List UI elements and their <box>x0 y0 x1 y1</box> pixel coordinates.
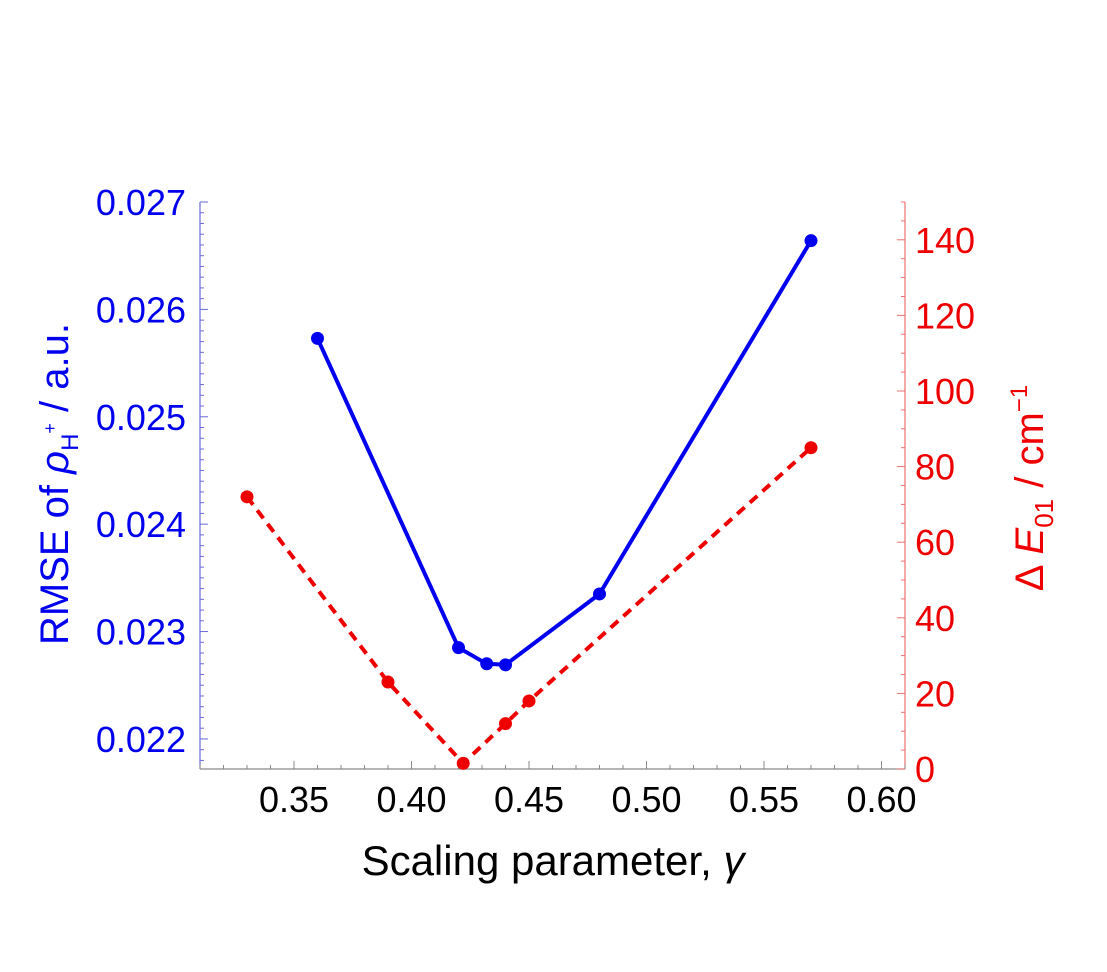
y-right-label-sup: −1 <box>1006 385 1033 412</box>
y-right-tick-label: 0 <box>915 749 935 790</box>
x-tick-label: 0.40 <box>376 779 446 820</box>
series-layer <box>240 234 818 770</box>
series-right-line <box>245 446 813 766</box>
series-left-point <box>593 587 606 601</box>
series-left-point <box>804 234 818 248</box>
x-tick-label: 0.35 <box>259 779 329 820</box>
y-left-label-sup: + <box>40 423 60 434</box>
series-right-point <box>240 490 254 504</box>
y-right-tick-label: 120 <box>915 295 975 336</box>
x-tick-label: 0.60 <box>846 779 916 820</box>
series-left-point <box>311 331 324 345</box>
series-left-line <box>315 239 813 667</box>
y-right-label-sub: 01 <box>1029 499 1059 528</box>
y-left-tick-label: 0.026 <box>96 289 186 330</box>
y-left-label-sym: ρ <box>33 451 77 475</box>
x-tick-label: 0.50 <box>611 779 681 820</box>
y-right-tick-label: 80 <box>915 447 955 488</box>
y-left-tick-label: 0.025 <box>96 397 186 438</box>
y-right-label-post: / cm <box>1008 412 1052 499</box>
y-right-tick-label: 20 <box>915 673 955 714</box>
x-label-text: Scaling parameter, <box>362 837 724 884</box>
y-left-label-post: / a.u. <box>33 323 77 423</box>
y-right-tick-label: 100 <box>915 371 975 412</box>
y-left-tick-label: 0.027 <box>96 182 186 223</box>
series-right-point <box>456 756 470 770</box>
series-right-point <box>499 717 512 731</box>
y-left-label-pre: RMSE of <box>33 474 77 645</box>
series-left-point <box>499 658 512 672</box>
y-right-axis-label: ΔE01 / cm−1 <box>1006 385 1059 591</box>
y-left-tick-label: 0.022 <box>96 719 186 760</box>
x-tick-label: 0.55 <box>729 779 799 820</box>
y-right-label-delta: Δ <box>1008 564 1052 591</box>
y-right-tick-label: 60 <box>915 522 955 563</box>
series-left-point <box>452 641 465 655</box>
y-left-axis-label: RMSE of ρH+ / a.u. <box>33 323 84 645</box>
series-right-point <box>522 694 536 708</box>
x-label-sym: γ <box>723 837 746 884</box>
series-right-point <box>381 675 395 689</box>
y-right-tick-label: 40 <box>915 598 955 639</box>
y-right-tick-label: 140 <box>915 220 975 261</box>
y-right-label-sym: E <box>1008 526 1052 554</box>
x-tick-label: 0.45 <box>494 779 564 820</box>
x-axis-label: Scaling parameter, γ <box>362 837 747 884</box>
y-left-tick-label: 0.023 <box>96 612 186 653</box>
y-left-tick-label: 0.024 <box>96 504 186 545</box>
series-left-point <box>480 657 494 671</box>
series-right-point <box>804 441 818 455</box>
axes-frame: 0.35 0.40 0.45 0.50 0.55 0.60 0.022 0.023 0.024 0… <box>96 182 975 820</box>
y-left-label-sub: H <box>57 434 84 451</box>
